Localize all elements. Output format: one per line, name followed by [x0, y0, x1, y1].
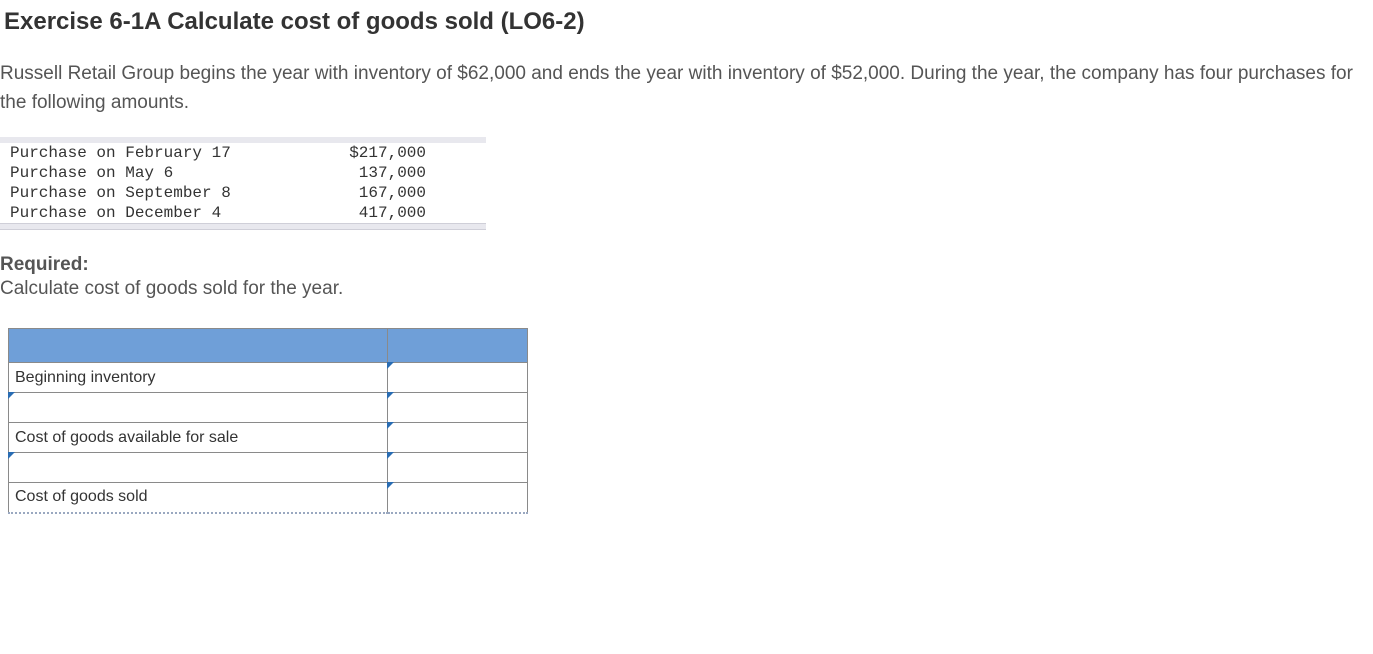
amount-input[interactable]: [388, 483, 528, 513]
label-input[interactable]: [9, 453, 388, 483]
calc-header-amount: [388, 329, 528, 363]
purchase-label: Purchase on September 8: [0, 183, 302, 203]
table-row: Beginning inventory: [9, 363, 528, 393]
table-row: Purchase on December 4 417,000: [0, 203, 486, 224]
exercise-title: Exercise 6-1A Calculate cost of goods so…: [4, 8, 1373, 36]
purchase-amount: 137,000: [302, 163, 486, 183]
table-row: Purchase on February 17 $217,000: [0, 143, 486, 163]
amount-input[interactable]: [388, 423, 528, 453]
row-label: Cost of goods sold: [9, 483, 388, 513]
table-row: [9, 393, 528, 423]
table-row: [9, 453, 528, 483]
calc-table: Beginning inventory Cost of goods availa…: [8, 328, 528, 514]
amount-input[interactable]: [388, 363, 528, 393]
row-label: Beginning inventory: [9, 363, 388, 393]
table-row: Purchase on May 6 137,000: [0, 163, 486, 183]
table-row: Cost of goods sold: [9, 483, 528, 513]
amount-input[interactable]: [388, 453, 528, 483]
purchase-label: Purchase on December 4: [0, 203, 302, 224]
calc-header-label: [9, 329, 388, 363]
label-input[interactable]: [9, 393, 388, 423]
table-row: Cost of goods available for sale: [9, 423, 528, 453]
purchases-table: Purchase on February 17 $217,000 Purchas…: [0, 137, 486, 230]
purchase-label: Purchase on February 17: [0, 143, 302, 163]
purchase-amount: $217,000: [302, 143, 486, 163]
required-text: Calculate cost of goods sold for the yea…: [0, 278, 1373, 300]
problem-text: Russell Retail Group begins the year wit…: [0, 60, 1369, 117]
purchase-amount: 167,000: [302, 183, 486, 203]
purchase-amount: 417,000: [302, 203, 486, 224]
required-label: Required:: [0, 254, 1373, 276]
row-label: Cost of goods available for sale: [9, 423, 388, 453]
amount-input[interactable]: [388, 393, 528, 423]
purchase-label: Purchase on May 6: [0, 163, 302, 183]
table-row: Purchase on September 8 167,000: [0, 183, 486, 203]
